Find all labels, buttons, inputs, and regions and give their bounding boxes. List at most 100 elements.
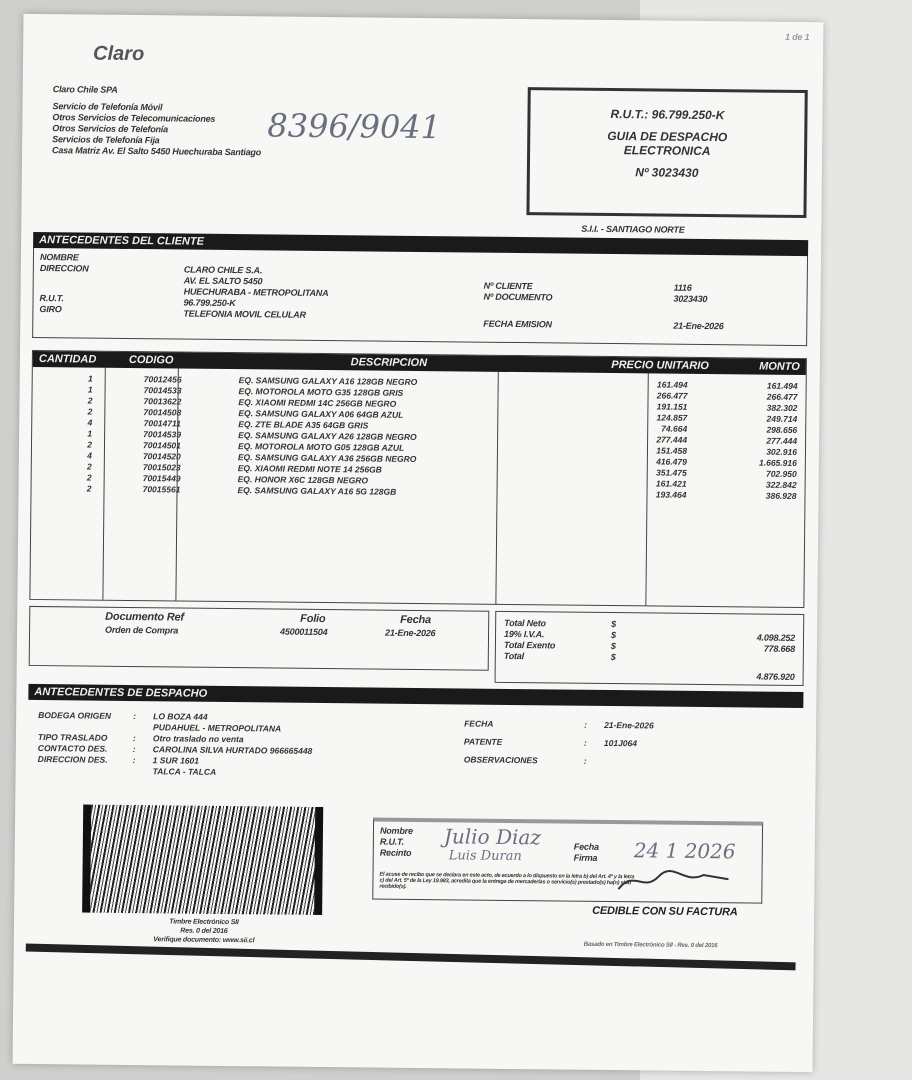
header-code: CODIGO: [128, 353, 174, 367]
quantity-cell: 2: [87, 395, 93, 406]
vat: 778.668: [763, 643, 795, 654]
dispatch-field: OBSERVACIONES:: [464, 754, 754, 775]
header-description: DESCRIPCION: [350, 356, 428, 370]
receipt-date-label: Fecha: [573, 841, 599, 852]
handwritten-name: Julio Diaz: [443, 824, 542, 850]
currency: $: [610, 630, 616, 641]
client-number-label: Nº CLIENTE: [483, 280, 533, 292]
quantity-cell: 1: [87, 373, 93, 384]
document-number-label: Nº DOCUMENTO: [483, 291, 553, 303]
client-label: [40, 274, 89, 286]
dispatch-label: FECHA: [464, 718, 494, 729]
client-label: NOMBRE: [39, 252, 79, 263]
dispatch-section-header: ANTECEDENTES DE DESPACHO: [28, 683, 804, 709]
dispatch-guide-document: 1 de 1 Claro Claro Chile SPA Servicio de…: [12, 13, 824, 1073]
code-cell: 70015561: [142, 484, 181, 495]
issuer-rut: R.U.T.: 96.799.250-K: [610, 106, 725, 123]
quantity-cell: 1: [87, 428, 93, 439]
header-unit-price: PRECIO UNITARIO: [611, 359, 709, 373]
dispatch-value: [604, 756, 754, 776]
client-label: DIRECCION: [39, 263, 89, 274]
header-quantity: CANTIDAD: [38, 353, 97, 366]
doc-number: Nº 3023430: [635, 165, 699, 180]
quantity-cell: 2: [86, 472, 92, 483]
footer-text: Basado en Timbre Electrónico SII - Res. …: [583, 941, 718, 950]
electronic-stamp-barcode: [82, 804, 324, 916]
separator: :: [583, 737, 587, 748]
dispatch-label: [38, 765, 133, 777]
dispatch-left: BODEGA ORIGEN: LO BOZA 444 PUDAHUEL - METR…: [38, 710, 454, 780]
quantity-cell: 2: [86, 461, 92, 472]
separator: :: [132, 755, 136, 766]
separator: [133, 766, 153, 777]
reference-box: Documento Ref Folio Fecha Orden de Compr…: [28, 605, 490, 671]
issuer-info: Claro Chile SPA Servicio de Telefonía Mó…: [52, 84, 262, 158]
ref-doc-label: Documento Ref: [105, 610, 184, 624]
total-exempt: [756, 655, 794, 666]
currency: $: [610, 652, 616, 663]
signature-icon: [617, 870, 729, 890]
unit-price-cell: 193.464: [655, 489, 687, 500]
receipt-signature-label: Firma: [573, 852, 598, 863]
cedible-label: CEDIBLE CON SU FACTURA: [592, 904, 738, 919]
client-number: 1116: [673, 282, 692, 293]
dispatch-value: 21-Ene-2026: [604, 719, 654, 731]
ref-date-label: Fecha: [400, 613, 432, 627]
quantity-cell: 1: [87, 384, 93, 395]
dispatch-value: TALCA - TALCA: [152, 766, 217, 777]
total-net: 4.098.252: [756, 632, 796, 643]
quantity-cell: 2: [87, 406, 93, 417]
ref-date: 21-Ene-2026: [385, 627, 436, 639]
header-amount: MONTO: [759, 360, 800, 373]
client-label: R.U.T.: [39, 293, 64, 304]
total: 4.876.920: [756, 671, 795, 682]
receipt-name-label: Nombre: [379, 825, 413, 836]
items-body: 1 70012456 EQ. SAMSUNG GALAXY A16 128GB NE…: [31, 367, 805, 502]
handwritten-date: 24 1 2026: [633, 838, 736, 864]
ref-folio-label: Folio: [300, 612, 326, 626]
quantity-cell: 4: [87, 450, 92, 461]
issuer-line: Claro Chile SPA: [52, 84, 118, 95]
amount-cell: 386.928: [765, 490, 797, 501]
quantity-cell: 2: [87, 439, 93, 450]
client-business: TELEFONIA MOVIL CELULAR: [183, 308, 306, 320]
vat-label: 19% I.V.A.: [504, 628, 545, 640]
separator: :: [584, 719, 588, 730]
total-exempt-label: Total Exento: [503, 639, 556, 651]
issuer-line: Casa Matriz Av. El Salto 5450 Huechuraba…: [52, 145, 262, 158]
document-id-box: R.U.T.: 96.799.250-K GUIA DE DESPACHO EL…: [526, 87, 808, 219]
separator: :: [133, 711, 137, 722]
ref-folio: 4500011504: [280, 626, 328, 638]
dispatch-label: OBSERVACIONES: [463, 754, 538, 766]
dispatch-right: FECHA: 21-Ene-2026 PATENTE: 101J064 OBSERVAC…: [464, 718, 755, 775]
description-cell: EQ. SAMSUNG GALAXY A16 5G 128GB: [237, 485, 397, 497]
dispatch-label: PATENTE: [463, 736, 503, 747]
dispatch-value: 101J064: [603, 737, 638, 749]
claro-logo: Claro: [92, 42, 145, 66]
receipt-site-label: Recinto: [379, 847, 412, 858]
quantity-cell: 2: [86, 483, 92, 494]
receipt-box: Nombre R.U.T. Recinto Julio Diaz Luis Du…: [372, 817, 764, 904]
stamp-caption-line: Verifique documento: www.sii.cl: [153, 936, 255, 945]
stamp-caption: Timbre Electrónico SII Res. 0 del 2016 V…: [114, 917, 294, 946]
client-label: GIRO: [39, 304, 62, 315]
issue-date-label: FECHA EMISION: [483, 318, 552, 330]
separator: :: [132, 733, 136, 744]
page-marker: 1 de 1: [784, 31, 810, 43]
currency: $: [611, 619, 617, 630]
items-table: CANTIDAD CODIGO DESCRIPCION PRECIO UNITA…: [29, 349, 807, 609]
issue-date: 21-Ene-2026: [673, 320, 724, 332]
separator: :: [132, 744, 136, 755]
total-label: Total: [503, 650, 525, 662]
totals-box: Total Neto 19% I.V.A. Total Exento Total…: [494, 610, 805, 687]
ref-doc: Orden de Compra: [105, 624, 179, 636]
separator: [133, 722, 153, 733]
receipt-legal-text: El acuse de recibo que se declara en est…: [379, 871, 635, 890]
sii-office: S.I.I. - SANTIAGO NORTE: [581, 223, 685, 235]
separator: :: [583, 755, 587, 766]
document-number: 3023430: [673, 293, 708, 305]
receipt-rut-label: R.U.T.: [379, 836, 405, 847]
currency: $: [610, 641, 616, 652]
handwritten-rut: Luis Duran: [448, 848, 522, 865]
handwritten-number: 8396/9041: [267, 106, 442, 147]
